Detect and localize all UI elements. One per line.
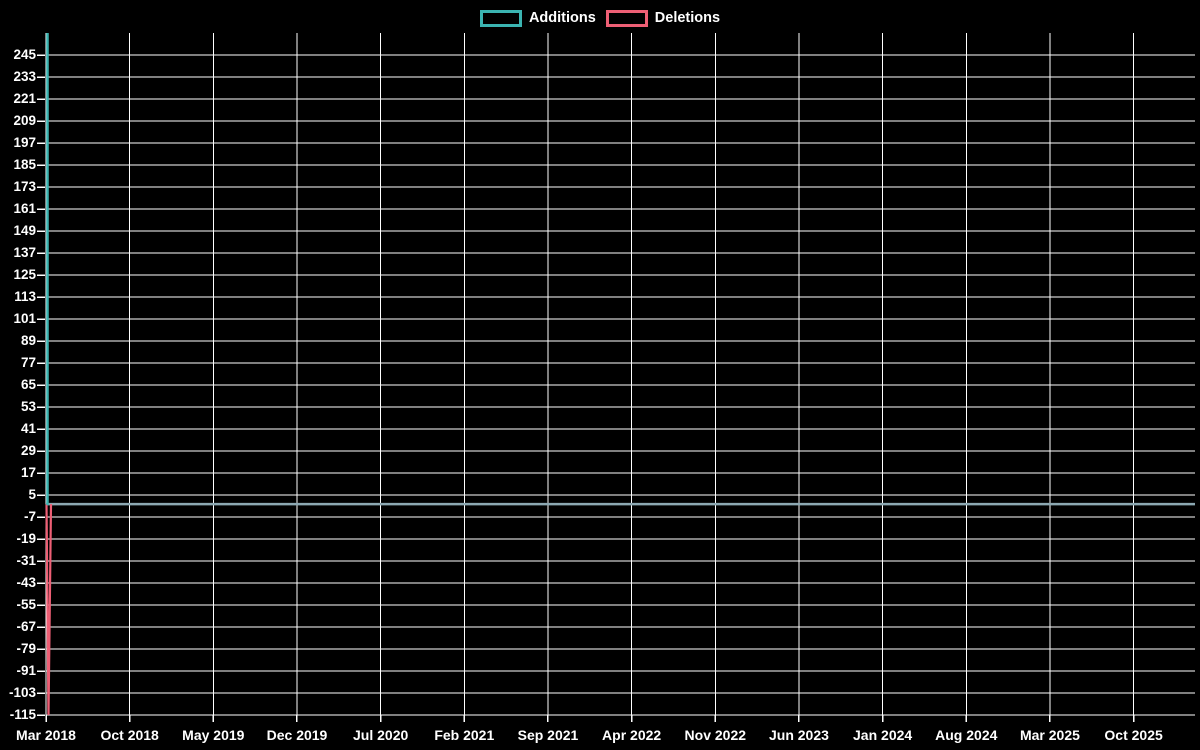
y-tick-label: 113 (14, 289, 36, 304)
y-tick-label: 149 (13, 223, 36, 238)
x-tick-label: Mar 2025 (1019, 727, 1080, 743)
y-tick-label: 53 (20, 399, 36, 414)
x-tick-label: Jun 2023 (768, 727, 829, 743)
y-tick-label: 245 (13, 47, 36, 62)
chart-legend: Additions Deletions (0, 8, 1200, 28)
legend-item-additions[interactable]: Additions (479, 9, 596, 27)
x-tick-label: Oct 2018 (100, 727, 159, 743)
x-tick-label: Dec 2019 (266, 727, 328, 743)
y-tick-label: -55 (16, 597, 36, 612)
legend-label-deletions: Deletions (654, 9, 721, 26)
y-tick-label: 77 (20, 355, 36, 370)
y-tick-label: 233 (13, 69, 36, 84)
y-tick-label: -7 (23, 509, 36, 524)
axis-tick-marks (37, 54, 1135, 722)
x-tick-label: May 2019 (182, 727, 245, 743)
y-tick-label: -79 (16, 641, 36, 656)
y-tick-label: 65 (20, 377, 36, 392)
x-tick-label: Mar 2018 (16, 727, 76, 743)
y-tick-label: -91 (16, 663, 36, 678)
x-tick-label: Sep 2021 (517, 727, 579, 743)
gridlines (45, 33, 1195, 716)
y-tick-label: 173 (13, 179, 36, 194)
x-tick-label: Nov 2022 (684, 727, 747, 743)
x-tick-label: Oct 2025 (1104, 727, 1163, 743)
x-tick-label: Feb 2021 (434, 727, 495, 743)
legend-label-additions: Additions (528, 9, 596, 26)
legend-item-deletions[interactable]: Deletions (605, 9, 721, 27)
x-tick-label: Jan 2024 (853, 727, 913, 743)
y-tick-label: 161 (13, 201, 36, 216)
y-tick-label: 197 (13, 135, 36, 150)
x-tick-label: Aug 2024 (935, 727, 998, 743)
y-tick-label: 221 (13, 91, 36, 106)
y-tick-label: 5 (28, 487, 36, 502)
y-tick-label: -67 (16, 619, 36, 634)
deletions-swatch-icon (605, 9, 648, 27)
y-tick-label: 29 (20, 443, 36, 458)
deletions-line (45, 504, 53, 716)
series-lines (45, 33, 1195, 716)
y-tick-label: 209 (13, 113, 36, 128)
additions-swatch-icon (479, 9, 522, 27)
y-tick-label: 41 (20, 421, 36, 436)
y-tick-label: 17 (20, 465, 36, 480)
y-tick-label: 101 (13, 311, 36, 326)
y-tick-label: 89 (20, 333, 36, 348)
y-tick-label: -103 (8, 685, 36, 700)
y-tick-label: -19 (16, 531, 36, 546)
y-tick-label: -43 (16, 575, 36, 590)
y-tick-label: 125 (13, 267, 36, 282)
x-tick-label: Apr 2022 (602, 727, 662, 743)
y-tick-label: 185 (13, 157, 36, 172)
y-tick-label: 137 (13, 245, 36, 260)
y-tick-label: -115 (9, 707, 36, 722)
x-tick-label: Jul 2020 (353, 727, 409, 743)
y-tick-label: -31 (16, 553, 36, 568)
